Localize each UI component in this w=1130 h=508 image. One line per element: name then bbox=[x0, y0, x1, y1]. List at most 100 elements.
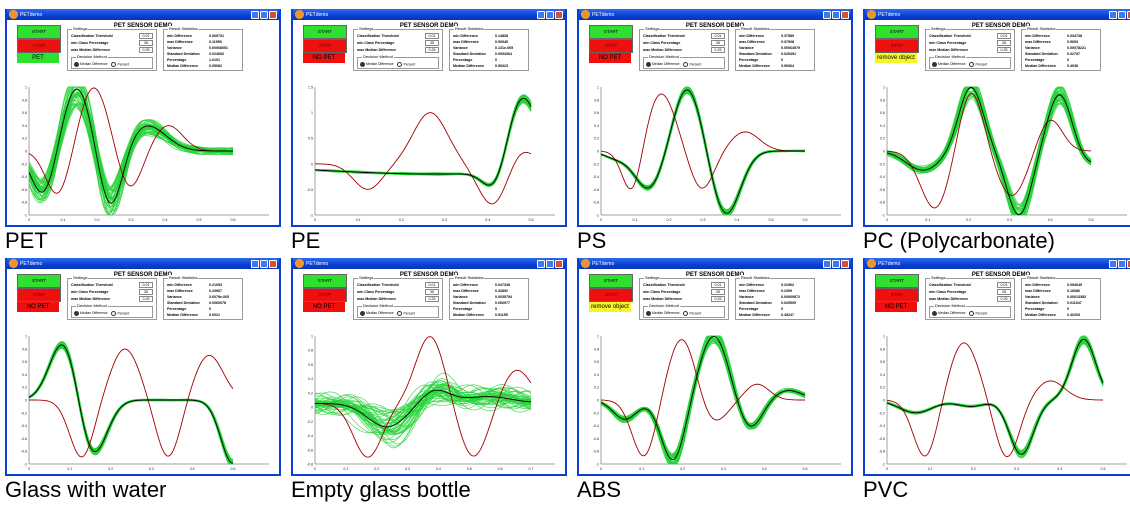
settings-value-input[interactable]: 0.01 bbox=[425, 282, 439, 288]
settings-value-input[interactable]: 0.25 bbox=[997, 296, 1011, 302]
start-button[interactable]: START bbox=[589, 274, 633, 288]
settings-value-input[interactable]: 35 bbox=[139, 289, 153, 295]
radio-percent-icon[interactable] bbox=[397, 62, 403, 67]
maximize-icon[interactable] bbox=[260, 10, 268, 19]
radio-median-label[interactable]: Median Difference bbox=[938, 311, 966, 316]
settings-value-input[interactable]: 35 bbox=[997, 289, 1011, 295]
settings-value-input[interactable]: 35 bbox=[425, 289, 439, 295]
stop-button[interactable]: STOP bbox=[589, 39, 633, 53]
radio-median-icon[interactable] bbox=[646, 311, 651, 316]
stop-button[interactable]: STOP bbox=[589, 288, 633, 302]
stop-button[interactable]: STOP bbox=[303, 288, 347, 302]
title-bar[interactable]: PETdemo bbox=[865, 9, 1130, 20]
radio-median-icon[interactable] bbox=[932, 62, 937, 67]
maximize-icon[interactable] bbox=[260, 259, 268, 268]
radio-median-label[interactable]: Median Difference bbox=[652, 62, 680, 67]
start-button[interactable]: START bbox=[303, 274, 347, 288]
settings-value-input[interactable]: 0.25 bbox=[139, 47, 153, 53]
settings-value-input[interactable]: 35 bbox=[711, 40, 725, 46]
stop-button[interactable]: STOP bbox=[875, 288, 919, 302]
radio-percent-label[interactable]: Percent bbox=[117, 62, 130, 67]
radio-percent-icon[interactable] bbox=[683, 62, 689, 67]
maximize-icon[interactable] bbox=[546, 259, 554, 268]
stop-button[interactable]: STOP bbox=[875, 39, 919, 53]
title-bar[interactable]: PETdemo bbox=[293, 9, 565, 20]
title-bar[interactable]: PETdemo bbox=[7, 9, 279, 20]
settings-value-input[interactable]: 0.25 bbox=[711, 296, 725, 302]
radio-median-icon[interactable] bbox=[74, 62, 79, 67]
minimize-icon[interactable] bbox=[537, 259, 545, 268]
radio-percent-icon[interactable] bbox=[969, 311, 975, 316]
settings-value-input[interactable]: 0.01 bbox=[997, 33, 1011, 39]
radio-percent-label[interactable]: Percent bbox=[689, 311, 702, 316]
settings-value-input[interactable]: 0.25 bbox=[711, 47, 725, 53]
radio-median-icon[interactable] bbox=[932, 311, 937, 316]
stop-button[interactable]: STOP bbox=[303, 39, 347, 53]
minimize-icon[interactable] bbox=[537, 10, 545, 19]
radio-median-label[interactable]: Median Difference bbox=[80, 62, 108, 67]
settings-value-input[interactable]: 35 bbox=[711, 289, 725, 295]
radio-median-label[interactable]: Median Difference bbox=[938, 62, 966, 67]
settings-value-input[interactable]: 35 bbox=[139, 40, 153, 46]
settings-value-input[interactable]: 0.01 bbox=[711, 282, 725, 288]
radio-median-label[interactable]: Median Difference bbox=[652, 311, 680, 316]
maximize-icon[interactable] bbox=[832, 10, 840, 19]
settings-value-input[interactable]: 35 bbox=[997, 40, 1011, 46]
minimize-icon[interactable] bbox=[251, 10, 259, 19]
minimize-icon[interactable] bbox=[251, 259, 259, 268]
start-button[interactable]: START bbox=[589, 25, 633, 39]
settings-value-input[interactable]: 0.01 bbox=[711, 33, 725, 39]
radio-median-label[interactable]: Median Difference bbox=[80, 311, 108, 316]
radio-median-label[interactable]: Median Difference bbox=[366, 311, 394, 316]
minimize-icon[interactable] bbox=[823, 10, 831, 19]
radio-percent-label[interactable]: Percent bbox=[975, 311, 988, 316]
settings-value-input[interactable]: 0.25 bbox=[425, 296, 439, 302]
close-icon[interactable] bbox=[841, 10, 849, 19]
settings-value-input[interactable]: 0.01 bbox=[425, 33, 439, 39]
start-button[interactable]: START bbox=[303, 25, 347, 39]
close-icon[interactable] bbox=[269, 259, 277, 268]
radio-median-label[interactable]: Median Difference bbox=[366, 62, 394, 67]
settings-value-input[interactable]: 0.01 bbox=[139, 33, 153, 39]
maximize-icon[interactable] bbox=[1118, 259, 1126, 268]
radio-median-icon[interactable] bbox=[360, 62, 365, 67]
stop-button[interactable]: STOP bbox=[17, 39, 61, 53]
radio-percent-icon[interactable] bbox=[397, 311, 403, 316]
title-bar[interactable]: PETdemo bbox=[579, 258, 851, 269]
title-bar[interactable]: PETdemo bbox=[7, 258, 279, 269]
settings-value-input[interactable]: 0.25 bbox=[997, 47, 1011, 53]
title-bar[interactable]: PETdemo bbox=[865, 258, 1130, 269]
start-button[interactable]: START bbox=[875, 274, 919, 288]
radio-percent-icon[interactable] bbox=[969, 62, 975, 67]
start-button[interactable]: START bbox=[17, 274, 61, 288]
maximize-icon[interactable] bbox=[1118, 10, 1126, 19]
radio-percent-label[interactable]: Percent bbox=[403, 62, 416, 67]
radio-percent-label[interactable]: Percent bbox=[117, 311, 130, 316]
start-button[interactable]: START bbox=[17, 25, 61, 39]
settings-value-input[interactable]: 0.25 bbox=[139, 296, 153, 302]
radio-percent-label[interactable]: Percent bbox=[975, 62, 988, 67]
close-icon[interactable] bbox=[841, 259, 849, 268]
close-icon[interactable] bbox=[1127, 10, 1130, 19]
close-icon[interactable] bbox=[555, 10, 563, 19]
stop-button[interactable]: STOP bbox=[17, 288, 61, 302]
maximize-icon[interactable] bbox=[832, 259, 840, 268]
minimize-icon[interactable] bbox=[1109, 10, 1117, 19]
radio-median-icon[interactable] bbox=[360, 311, 365, 316]
close-icon[interactable] bbox=[555, 259, 563, 268]
radio-percent-label[interactable]: Percent bbox=[689, 62, 702, 67]
settings-value-input[interactable]: 0.01 bbox=[997, 282, 1011, 288]
close-icon[interactable] bbox=[1127, 259, 1130, 268]
settings-value-input[interactable]: 0.01 bbox=[139, 282, 153, 288]
maximize-icon[interactable] bbox=[546, 10, 554, 19]
start-button[interactable]: START bbox=[875, 25, 919, 39]
radio-percent-icon[interactable] bbox=[111, 311, 117, 316]
close-icon[interactable] bbox=[269, 10, 277, 19]
title-bar[interactable]: PETdemo bbox=[579, 9, 851, 20]
radio-median-icon[interactable] bbox=[74, 311, 79, 316]
settings-value-input[interactable]: 35 bbox=[425, 40, 439, 46]
minimize-icon[interactable] bbox=[823, 259, 831, 268]
minimize-icon[interactable] bbox=[1109, 259, 1117, 268]
settings-value-input[interactable]: 0.25 bbox=[425, 47, 439, 53]
radio-percent-icon[interactable] bbox=[683, 311, 689, 316]
